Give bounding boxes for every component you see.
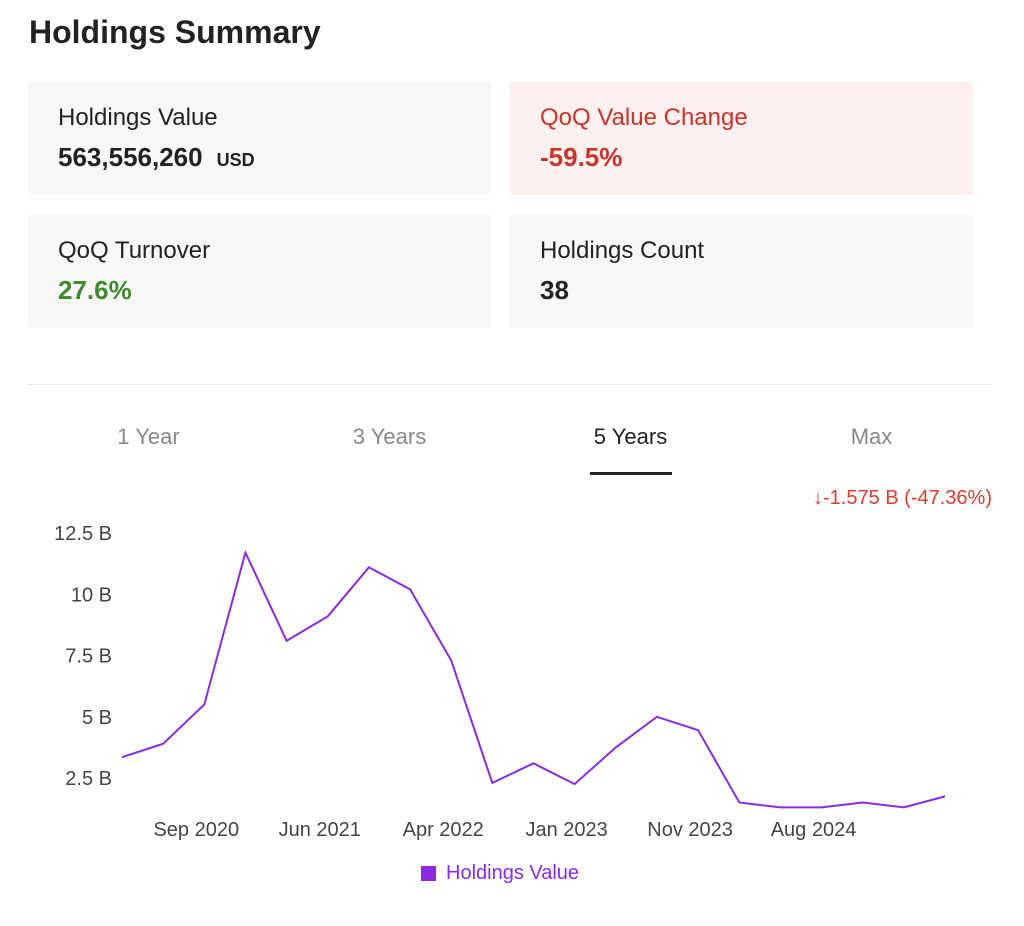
- data-point: [531, 760, 537, 766]
- y-axis: 12.5 B 10 B 7.5 B 5 B 2.5 B: [54, 523, 112, 790]
- section-divider: [28, 384, 992, 385]
- qoq-turnover-label: QoQ Turnover: [58, 237, 211, 264]
- tab-3-years[interactable]: 3 Years: [352, 424, 427, 449]
- data-point: [242, 550, 248, 556]
- x-tick-label: Jan 2023: [526, 819, 608, 841]
- holdings-value-label: Holdings Value: [58, 104, 218, 131]
- data-point: [284, 638, 290, 644]
- holdings-value-line-chart: 12.5 B 10 B 7.5 B 5 B 2.5 B Sep 2020 Jun 2021…: [54, 523, 948, 841]
- holdings-count-label: Holdings Count: [540, 237, 705, 264]
- page-title: Holdings Summary: [29, 14, 321, 50]
- data-point: [572, 781, 578, 787]
- tab-5-years[interactable]: 5 Years: [510, 412, 751, 478]
- y-tick-label: 2.5 B: [65, 768, 112, 790]
- holdings-value-unit: USD: [216, 150, 255, 170]
- data-point: [860, 800, 866, 806]
- data-point: [119, 754, 125, 760]
- holdings-count-card: Holdings Count 38: [510, 215, 973, 328]
- data-point: [160, 741, 166, 747]
- active-tab-underline: [590, 472, 672, 475]
- data-point: [901, 804, 907, 810]
- data-point: [407, 586, 413, 592]
- legend-label: Holdings Value: [446, 862, 580, 884]
- period-tabs: 1 Year 3 Years 5 Years Max: [28, 412, 992, 478]
- tab-5-years-label: 5 Years: [593, 424, 668, 449]
- data-point: [695, 727, 701, 733]
- x-axis: Sep 2020 Jun 2021 Apr 2022 Jan 2023 Nov 2023…: [153, 819, 856, 841]
- x-tick-label: Apr 2022: [403, 819, 484, 841]
- y-tick-label: 10 B: [71, 584, 112, 606]
- data-point: [325, 613, 331, 619]
- chart-legend[interactable]: Holdings Value: [421, 862, 579, 885]
- holdings-value-card: Holdings Value 563,556,260 USD: [28, 82, 491, 195]
- legend-swatch-icon: [421, 866, 436, 881]
- qoq-change-value: -59.5%: [540, 142, 623, 172]
- holdings-count-value: 38: [540, 275, 569, 305]
- qoq-turnover-card: QoQ Turnover 27.6%: [28, 215, 491, 328]
- y-tick-label: 12.5 B: [54, 523, 112, 545]
- qoq-change-label: QoQ Value Change: [540, 104, 748, 131]
- data-point: [201, 702, 207, 708]
- period-change-indicator: ↓-1.575 B (-47.36%): [813, 487, 992, 509]
- x-tick-label: Jun 2021: [279, 819, 361, 841]
- x-tick-label: Sep 2020: [153, 819, 239, 841]
- x-tick-label: Nov 2023: [647, 819, 733, 841]
- data-point: [448, 657, 454, 663]
- holdings-value-series-line: [121, 549, 946, 809]
- tab-max[interactable]: Max: [850, 424, 893, 449]
- x-tick-label: Aug 2024: [771, 819, 857, 841]
- y-tick-label: 5 B: [82, 707, 112, 729]
- y-tick-label: 7.5 B: [65, 646, 112, 668]
- qoq-change-card: QoQ Value Change -59.5%: [510, 82, 973, 195]
- data-point: [613, 744, 619, 750]
- holdings-value-number: 563,556,260: [58, 142, 203, 172]
- data-point: [942, 793, 948, 799]
- tab-1-year[interactable]: 1 Year: [117, 424, 180, 449]
- data-point: [777, 804, 783, 810]
- data-point: [489, 780, 495, 786]
- holdings-value-amount: 563,556,260 USD: [58, 142, 255, 173]
- data-point: [654, 714, 660, 720]
- data-point: [819, 804, 825, 810]
- qoq-turnover-value: 27.6%: [58, 275, 132, 305]
- data-points: [119, 550, 948, 811]
- data-point: [366, 564, 372, 570]
- data-point: [736, 800, 742, 806]
